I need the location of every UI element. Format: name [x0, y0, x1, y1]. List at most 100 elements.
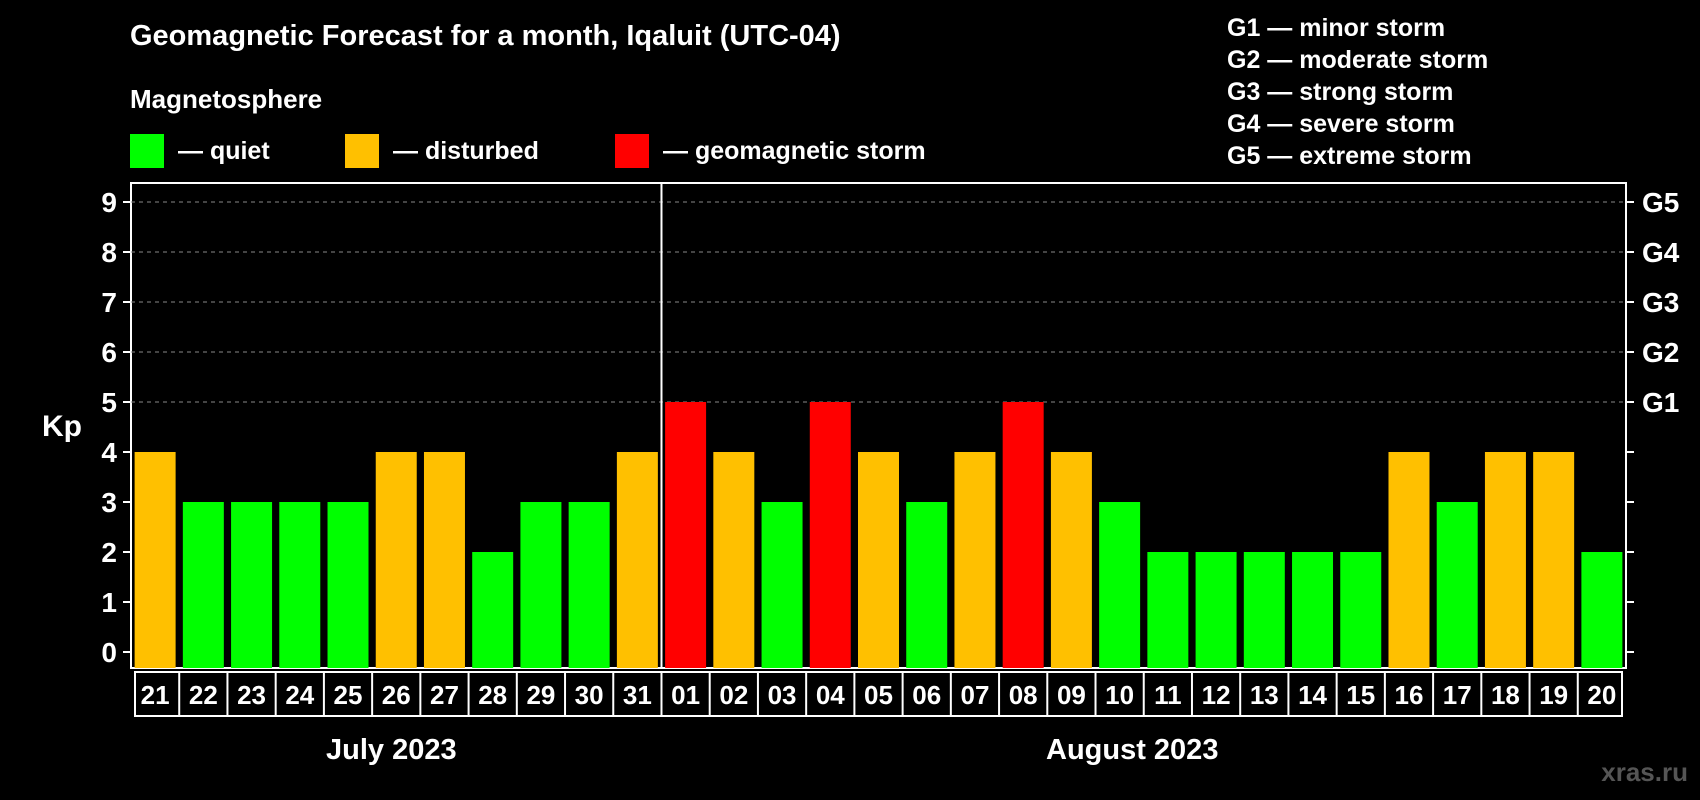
- bar: [231, 502, 273, 668]
- bar: [134, 452, 176, 668]
- x-tick-label: 09: [1057, 680, 1086, 710]
- legend-storm-swatch: [615, 134, 649, 168]
- g-scale-label: G4: [1642, 237, 1680, 268]
- x-tick-label: 17: [1443, 680, 1472, 710]
- legend-quiet: — quiet: [130, 134, 270, 168]
- y-tick-label: 7: [101, 287, 117, 318]
- legend-heading: Magnetosphere: [130, 84, 323, 114]
- bar: [327, 502, 369, 668]
- y-tick-label: 3: [101, 487, 117, 518]
- month-label-august: August 2023: [1046, 734, 1219, 766]
- x-tick-label: 12: [1202, 680, 1231, 710]
- date-strip: [134, 671, 1623, 717]
- storm-scale-g1: G1 — minor storm: [1227, 14, 1446, 42]
- legend-storm: — geomagnetic storm: [615, 134, 926, 168]
- bar: [1147, 552, 1189, 668]
- y-axis-label: Kp: [42, 410, 82, 443]
- x-tick-label: 07: [960, 680, 989, 710]
- storm-scale-g4: G4 — severe storm: [1227, 110, 1455, 138]
- legend-storm-label: — geomagnetic storm: [663, 136, 926, 165]
- bar: [1484, 452, 1526, 668]
- g-scale-label: G1: [1642, 387, 1679, 418]
- g-scale-label: G5: [1642, 187, 1679, 218]
- legend-disturbed-swatch: [345, 134, 379, 168]
- x-tick-label: 19: [1539, 680, 1568, 710]
- x-tick-label: 26: [382, 680, 411, 710]
- x-tick-label: 16: [1395, 680, 1424, 710]
- x-tick-label: 23: [237, 680, 266, 710]
- bar: [1099, 502, 1141, 668]
- storm-scale-g5: G5 — extreme storm: [1227, 142, 1472, 170]
- legend-quiet-swatch: [130, 134, 164, 168]
- bar: [1243, 552, 1285, 668]
- bar: [423, 452, 465, 668]
- x-tick-label: 01: [671, 680, 700, 710]
- x-tick-label: 02: [719, 680, 748, 710]
- y-tick-label: 9: [101, 187, 117, 218]
- bar: [1533, 452, 1575, 668]
- bar: [279, 502, 321, 668]
- y-tick-label: 1: [101, 587, 117, 618]
- bar: [472, 552, 514, 668]
- y-tick-label: 6: [101, 337, 117, 368]
- bar: [1050, 452, 1092, 668]
- storm-scale-list: G1 — minor storm G2 — moderate storm G3 …: [1227, 12, 1488, 172]
- x-tick-label: 27: [430, 680, 459, 710]
- x-tick-label: 06: [912, 680, 941, 710]
- bar: [954, 452, 996, 668]
- y-tick-label: 5: [101, 387, 117, 418]
- x-tick-label: 08: [1009, 680, 1038, 710]
- bar: [520, 502, 562, 668]
- bar: [1292, 552, 1334, 668]
- y-tick-label: 4: [101, 437, 117, 468]
- x-tick-label: 18: [1491, 680, 1520, 710]
- legend-disturbed: — disturbed: [345, 134, 539, 168]
- y-tick-label: 8: [101, 237, 117, 268]
- bar: [906, 502, 948, 668]
- bar: [858, 452, 899, 668]
- x-tick-label: 30: [575, 680, 604, 710]
- x-tick-label: 05: [864, 680, 893, 710]
- x-tick-label: 13: [1250, 680, 1279, 710]
- bar: [568, 502, 610, 668]
- x-tick-label: 31: [623, 680, 652, 710]
- bar: [1195, 552, 1237, 668]
- g-scale-label: G2: [1642, 337, 1679, 368]
- x-tick-label: 29: [526, 680, 555, 710]
- bar: [761, 502, 803, 668]
- x-tick-label: 04: [816, 680, 845, 710]
- storm-scale-g3: G3 — strong storm: [1227, 78, 1454, 106]
- g-scale-label: G3: [1642, 287, 1679, 318]
- bar: [1581, 552, 1623, 668]
- bar: [616, 452, 658, 668]
- chart-title: Geomagnetic Forecast for a month, Iqalui…: [130, 20, 841, 52]
- bar: [1388, 452, 1430, 668]
- x-tick-label: 28: [478, 680, 507, 710]
- bar: [665, 402, 707, 668]
- y-tick-label: 2: [101, 537, 117, 568]
- bar: [375, 452, 417, 668]
- y-tick-label: 0: [101, 637, 117, 668]
- month-label-july: July 2023: [326, 734, 457, 766]
- bar: [809, 402, 851, 668]
- x-tick-label: 03: [768, 680, 797, 710]
- x-tick-label: 15: [1346, 680, 1375, 710]
- bar: [182, 502, 224, 668]
- storm-scale-g2: G2 — moderate storm: [1227, 46, 1489, 74]
- watermark: xras.ru: [1601, 757, 1688, 787]
- x-tick-label: 10: [1105, 680, 1134, 710]
- x-tick-label: 14: [1298, 680, 1327, 710]
- x-tick-label: 24: [285, 680, 314, 710]
- x-tick-label: 20: [1587, 680, 1616, 710]
- legend-quiet-label: — quiet: [178, 136, 270, 165]
- x-tick-label: 25: [334, 680, 363, 710]
- legend-disturbed-label: — disturbed: [393, 136, 539, 165]
- bar: [713, 452, 755, 668]
- bar: [1002, 402, 1044, 668]
- x-tick-label: 11: [1154, 680, 1182, 710]
- x-tick-label: 21: [141, 680, 170, 710]
- bar: [1436, 502, 1478, 668]
- x-tick-label: 22: [189, 680, 218, 710]
